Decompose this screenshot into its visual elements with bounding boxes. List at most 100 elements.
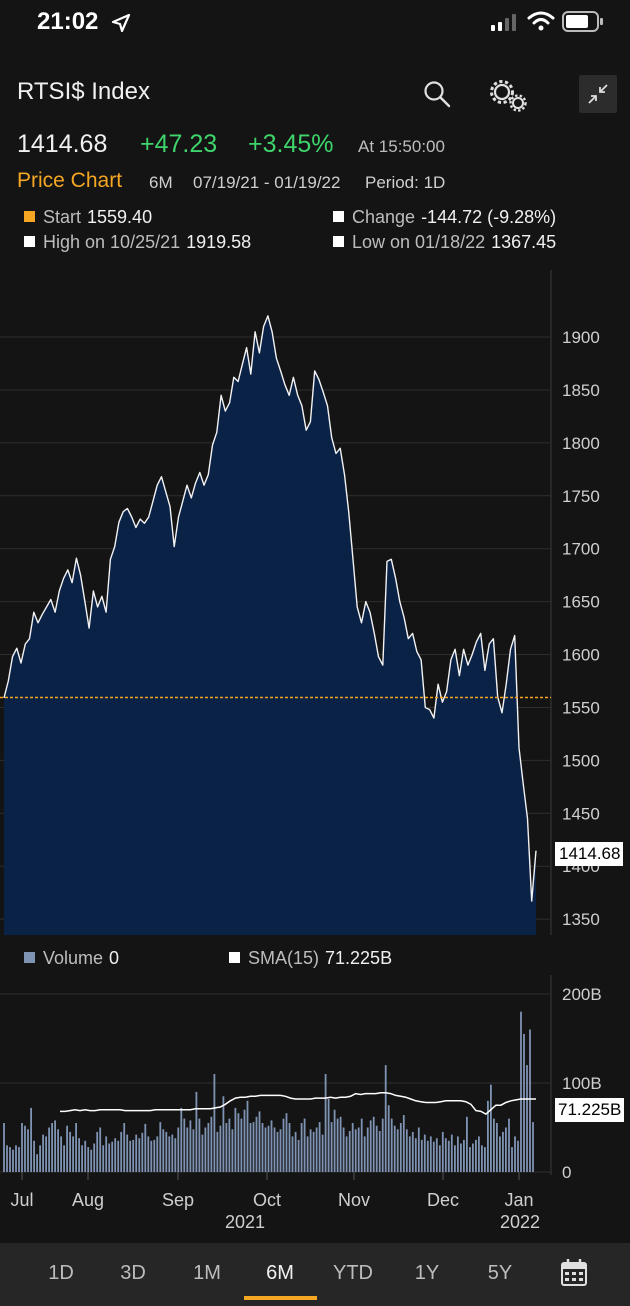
- volume-bar: [21, 1123, 23, 1172]
- volume-bar: [189, 1120, 192, 1172]
- volume-bar: [102, 1145, 105, 1172]
- chart-dates: 07/19/21 - 01/19/22: [193, 173, 341, 192]
- volume-bar: [72, 1136, 74, 1172]
- period-tab-3d[interactable]: 3D: [120, 1262, 146, 1284]
- volume-bar: [84, 1140, 87, 1172]
- search-icon[interactable]: [423, 80, 451, 108]
- low-label: Low on 01/18/22: [352, 232, 486, 252]
- period-tab-6m[interactable]: 6M: [266, 1262, 294, 1284]
- volume-bar: [369, 1120, 372, 1172]
- volume-bar: [258, 1111, 261, 1172]
- volume-bar: [132, 1139, 135, 1172]
- start-value: 1559.40: [87, 207, 153, 227]
- volume-bar: [123, 1123, 126, 1172]
- volume-bar: [508, 1118, 510, 1172]
- volume-bar: [174, 1138, 177, 1172]
- gear-icon[interactable]: [488, 78, 532, 114]
- sma-swatch: [229, 952, 240, 963]
- volume-swatch: [24, 952, 35, 963]
- volume-bar: [93, 1143, 96, 1172]
- volume-bar: [183, 1118, 186, 1172]
- price-tick-label: 1500: [562, 751, 600, 770]
- chart-range[interactable]: 6M: [149, 173, 173, 192]
- sma-legend: SMA(15) 71.225B: [229, 948, 392, 969]
- volume-bar: [57, 1129, 59, 1172]
- x-tick-label: Jan: [504, 1190, 533, 1210]
- volume-bar: [411, 1131, 414, 1172]
- volume-bar: [315, 1127, 318, 1172]
- volume-bar: [24, 1125, 26, 1172]
- volume-bar: [303, 1118, 306, 1172]
- volume-bar: [228, 1118, 231, 1172]
- volume-bar: [144, 1123, 147, 1172]
- volume-bar: [87, 1147, 90, 1172]
- volume-bar: [484, 1147, 486, 1172]
- volume-bar: [414, 1138, 417, 1172]
- volume-bar: [192, 1129, 195, 1172]
- volume-bar: [294, 1131, 297, 1172]
- volume-bar: [312, 1131, 315, 1172]
- volume-bar: [511, 1147, 513, 1172]
- sma-value-tag: 71.225B: [555, 1098, 625, 1122]
- volume-bar: [36, 1154, 38, 1172]
- volume-bar: [438, 1145, 441, 1172]
- volume-bar: [3, 1123, 5, 1172]
- collapse-button[interactable]: [579, 75, 617, 113]
- volume-bar: [454, 1145, 456, 1172]
- change-label: Change: [352, 207, 416, 227]
- calendar-icon[interactable]: [560, 1258, 588, 1288]
- price-tick-label: 1850: [562, 381, 600, 400]
- low-value: 1367.45: [491, 232, 557, 252]
- volume-bar: [66, 1125, 68, 1172]
- volume-bar: [342, 1127, 345, 1172]
- price-tick-label: 1650: [562, 593, 600, 612]
- volume-chart[interactable]: 200B 100B 0 Jul Aug Sep Oct Nov Dec Jan 2021 2022: [0, 975, 630, 1240]
- volume-bar: [210, 1116, 213, 1172]
- volume-bar: [532, 1122, 534, 1172]
- sma-line: [60, 1091, 536, 1116]
- x-tick-label: Jul: [10, 1190, 33, 1210]
- price-tick-label: 1600: [562, 646, 600, 665]
- volume-bar: [9, 1147, 11, 1172]
- volume-bar: [60, 1136, 62, 1172]
- volume-tick-label: 100B: [562, 1074, 602, 1093]
- volume-bar: [54, 1120, 56, 1172]
- year-label: 2021: [225, 1212, 265, 1232]
- volume-bar: [336, 1118, 339, 1172]
- volume-bar: [426, 1140, 429, 1172]
- period-tab-1m[interactable]: 1M: [193, 1262, 221, 1284]
- volume-bar: [207, 1123, 210, 1172]
- volume-bar: [141, 1132, 144, 1172]
- volume-bar: [333, 1109, 336, 1172]
- volume-bar: [402, 1115, 405, 1172]
- volume-bar: [219, 1125, 222, 1172]
- volume-bar: [348, 1131, 351, 1172]
- volume-bar: [78, 1138, 80, 1172]
- period-tab-1y[interactable]: 1Y: [414, 1262, 440, 1284]
- volume-bar: [357, 1127, 360, 1172]
- volume-bar: [354, 1129, 357, 1172]
- volume-bar: [478, 1136, 480, 1172]
- volume-bar: [384, 1065, 387, 1172]
- period-tab-1d[interactable]: 1D: [48, 1262, 74, 1284]
- period-tab-ytd[interactable]: YTD: [333, 1262, 373, 1284]
- collapse-icon: [588, 84, 608, 104]
- volume-bar: [147, 1136, 150, 1172]
- volume-bar: [502, 1131, 504, 1172]
- volume-bar: [493, 1118, 495, 1172]
- volume-bar: [279, 1129, 282, 1172]
- volume-legend: Volume 0: [24, 948, 119, 969]
- volume-bar: [396, 1129, 399, 1172]
- volume-bar: [165, 1131, 168, 1172]
- net-change: +47.23: [140, 130, 218, 158]
- price-chart[interactable]: 1350140014501500155016001650170017501800…: [0, 270, 630, 950]
- period-tab-5y[interactable]: 5Y: [487, 1262, 513, 1284]
- volume-bar: [372, 1116, 375, 1172]
- volume-tick-label: 200B: [562, 985, 602, 1004]
- volume-value: 0: [109, 948, 120, 968]
- volume-bar: [204, 1127, 207, 1172]
- volume-bar: [249, 1123, 252, 1172]
- x-tick-label: Nov: [338, 1190, 370, 1210]
- volume-bar: [105, 1136, 108, 1172]
- volume-bar: [159, 1122, 162, 1172]
